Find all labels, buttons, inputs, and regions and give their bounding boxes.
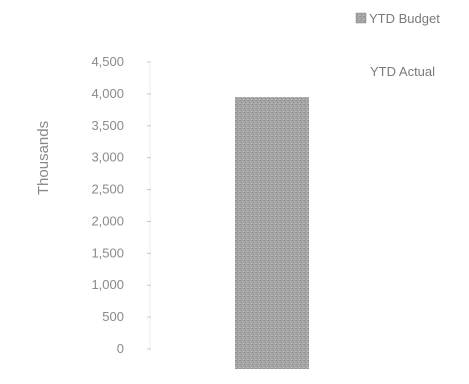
bars <box>235 97 309 370</box>
y-tick-label: 3,500 <box>91 118 124 133</box>
legend-label-ytd-actual: YTD Actual <box>370 64 435 79</box>
bar-ytd-budget <box>235 97 309 370</box>
y-axis-title: Thousands <box>35 121 52 195</box>
y-axis: 4,500 4,000 3,500 3,000 2,500 2,000 1,500 1,000… <box>91 54 151 356</box>
y-tick-label: 500 <box>102 309 124 324</box>
y-tick-label: 1,500 <box>91 245 124 260</box>
y-tick-label: 4,000 <box>91 86 124 101</box>
y-tick-label: 2,500 <box>91 182 124 197</box>
y-tick-label: 3,000 <box>91 150 124 165</box>
legend-swatch-ytd-budget <box>355 12 367 24</box>
legend: YTD Budget YTD Actual <box>355 11 440 79</box>
legend-label-ytd-budget: YTD Budget <box>369 11 440 26</box>
y-tick-label: 0 <box>117 341 124 356</box>
y-tick-label: 4,500 <box>91 54 124 69</box>
y-tick-label: 2,000 <box>91 213 124 228</box>
y-tick-label: 1,000 <box>91 277 124 292</box>
